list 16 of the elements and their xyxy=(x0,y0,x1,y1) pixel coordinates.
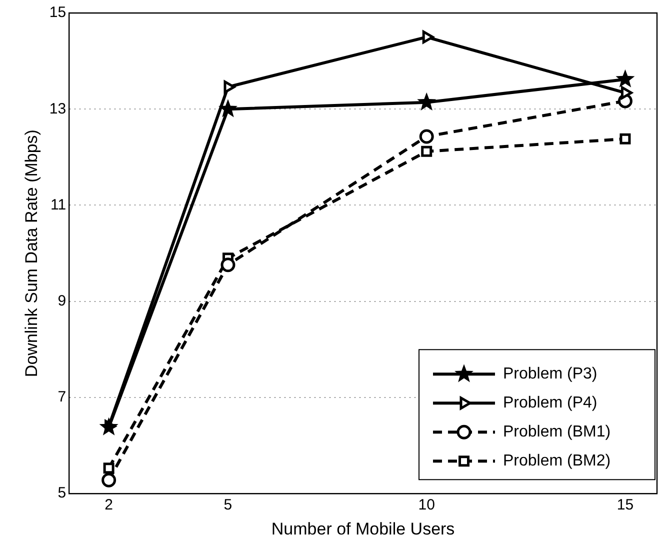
y-tick-label: 5 xyxy=(58,484,66,502)
x-tick-label: 5 xyxy=(224,496,232,514)
legend-label: Problem (P3) xyxy=(503,366,598,383)
y-tick-label: 9 xyxy=(58,292,66,310)
legend-label: Problem (BM1) xyxy=(503,424,611,441)
x-tick-label: 10 xyxy=(418,496,435,514)
legend-label: Problem (BM2) xyxy=(503,452,611,470)
y-tick-label: 11 xyxy=(50,196,66,214)
y-tick-label: 7 xyxy=(58,388,66,406)
x-axis-title: Number of Mobile Users xyxy=(271,519,455,538)
x-tick-label: 15 xyxy=(616,496,634,514)
x-tick-label: 2 xyxy=(104,496,113,514)
y-tick-label: 15 xyxy=(49,4,66,22)
y-axis-title: Downlink Sum Data Rate (Mbps) xyxy=(22,130,41,378)
legend-label: Problem (P4) xyxy=(503,394,598,412)
y-tick-label: 13 xyxy=(49,100,66,118)
